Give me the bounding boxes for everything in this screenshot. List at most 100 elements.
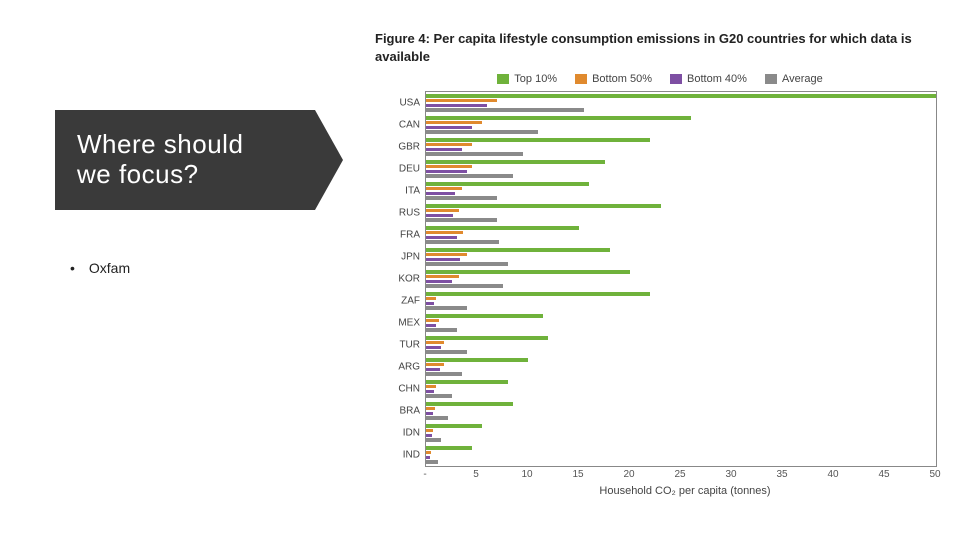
bar-group xyxy=(426,290,936,312)
bar-group xyxy=(426,400,936,422)
bar-average xyxy=(426,328,457,331)
bar-bottom50 xyxy=(426,363,444,366)
country-label: CAN xyxy=(376,120,420,131)
legend-label: Top 10% xyxy=(514,73,557,85)
bar-top10 xyxy=(426,402,513,405)
bar-top10 xyxy=(426,138,650,141)
bar-average xyxy=(426,284,503,287)
bar-bottom40 xyxy=(426,324,436,327)
country-label: ITA xyxy=(376,186,420,197)
bar-group xyxy=(426,136,936,158)
x-tick: 30 xyxy=(725,469,736,480)
bar-top10 xyxy=(426,358,528,361)
bar-average xyxy=(426,218,497,221)
table-row: BRA xyxy=(426,400,936,422)
bar-average xyxy=(426,416,448,419)
bar-average xyxy=(426,108,584,111)
title-text: Where should we focus? xyxy=(55,130,243,190)
legend-item: Average xyxy=(765,73,823,85)
bar-bottom50 xyxy=(426,187,462,190)
table-row: FRA xyxy=(426,224,936,246)
legend-swatch xyxy=(765,74,777,84)
bar-bottom40 xyxy=(426,412,433,415)
bar-top10 xyxy=(426,116,691,119)
bar-group xyxy=(426,224,936,246)
bar-top10 xyxy=(426,314,543,317)
bar-bottom50 xyxy=(426,99,497,102)
bar-bottom50 xyxy=(426,253,467,256)
title-line-2: we focus? xyxy=(77,159,199,189)
figure-title: Figure 4: Per capita lifestyle consumpti… xyxy=(375,30,945,65)
bar-group xyxy=(426,378,936,400)
bar-group xyxy=(426,180,936,202)
bar-average xyxy=(426,350,467,353)
bar-top10 xyxy=(426,226,579,229)
country-label: RUS xyxy=(376,208,420,219)
bar-top10 xyxy=(426,204,661,207)
bar-bottom40 xyxy=(426,170,467,173)
plot-area: USACANGBRDEUITARUSFRAJPNKORZAFMEXTURARGC… xyxy=(425,91,937,467)
bar-average xyxy=(426,196,497,199)
country-label: DEU xyxy=(376,164,420,175)
bar-group xyxy=(426,114,936,136)
table-row: JPN xyxy=(426,246,936,268)
legend-label: Bottom 50% xyxy=(592,73,652,85)
bar-bottom40 xyxy=(426,368,440,371)
bar-group xyxy=(426,158,936,180)
bar-group xyxy=(426,444,936,466)
bar-group xyxy=(426,312,936,334)
bullet-source: •Oxfam xyxy=(70,260,130,276)
table-row: CHN xyxy=(426,378,936,400)
legend-item: Bottom 40% xyxy=(670,73,747,85)
x-tick: 10 xyxy=(521,469,532,480)
bar-bottom50 xyxy=(426,319,439,322)
title-callout: Where should we focus? xyxy=(55,110,315,210)
x-tick: 25 xyxy=(674,469,685,480)
table-row: MEX xyxy=(426,312,936,334)
table-row: USA xyxy=(426,92,936,114)
bar-average xyxy=(426,438,441,441)
x-axis-ticks: -5101520253035404550 xyxy=(425,467,935,483)
table-row: ARG xyxy=(426,356,936,378)
bar-average xyxy=(426,372,462,375)
country-label: ZAF xyxy=(376,296,420,307)
table-row: TUR xyxy=(426,334,936,356)
legend-label: Average xyxy=(782,73,823,85)
table-row: GBR xyxy=(426,136,936,158)
bar-top10 xyxy=(426,336,548,339)
legend-swatch xyxy=(575,74,587,84)
country-label: TUR xyxy=(376,340,420,351)
x-tick: 20 xyxy=(623,469,634,480)
x-axis-label: Household CO₂ per capita (tonnes) xyxy=(425,485,945,497)
table-row: CAN xyxy=(426,114,936,136)
bar-average xyxy=(426,394,452,397)
bar-bottom40 xyxy=(426,346,441,349)
bar-bottom50 xyxy=(426,121,482,124)
bar-average xyxy=(426,262,508,265)
x-tick: 5 xyxy=(473,469,479,480)
bar-bottom50 xyxy=(426,297,436,300)
country-label: KOR xyxy=(376,274,420,285)
bar-bottom40 xyxy=(426,192,455,195)
bar-bottom50 xyxy=(426,275,459,278)
country-label: IND xyxy=(376,450,420,461)
bar-top10 xyxy=(426,270,630,273)
country-label: USA xyxy=(376,98,420,109)
bar-bottom40 xyxy=(426,104,487,107)
legend-item: Top 10% xyxy=(497,73,557,85)
x-tick: 35 xyxy=(776,469,787,480)
legend-swatch xyxy=(497,74,509,84)
bar-bottom50 xyxy=(426,165,472,168)
x-tick: 45 xyxy=(878,469,889,480)
bar-average xyxy=(426,240,499,243)
country-label: CHN xyxy=(376,384,420,395)
bar-bottom50 xyxy=(426,209,459,212)
x-tick: - xyxy=(423,469,426,480)
bar-bottom40 xyxy=(426,456,430,459)
bar-bottom50 xyxy=(426,341,444,344)
figure-4: Figure 4: Per capita lifestyle consumpti… xyxy=(375,30,945,497)
table-row: IND xyxy=(426,444,936,466)
table-row: ZAF xyxy=(426,290,936,312)
table-row: ITA xyxy=(426,180,936,202)
bar-group xyxy=(426,246,936,268)
